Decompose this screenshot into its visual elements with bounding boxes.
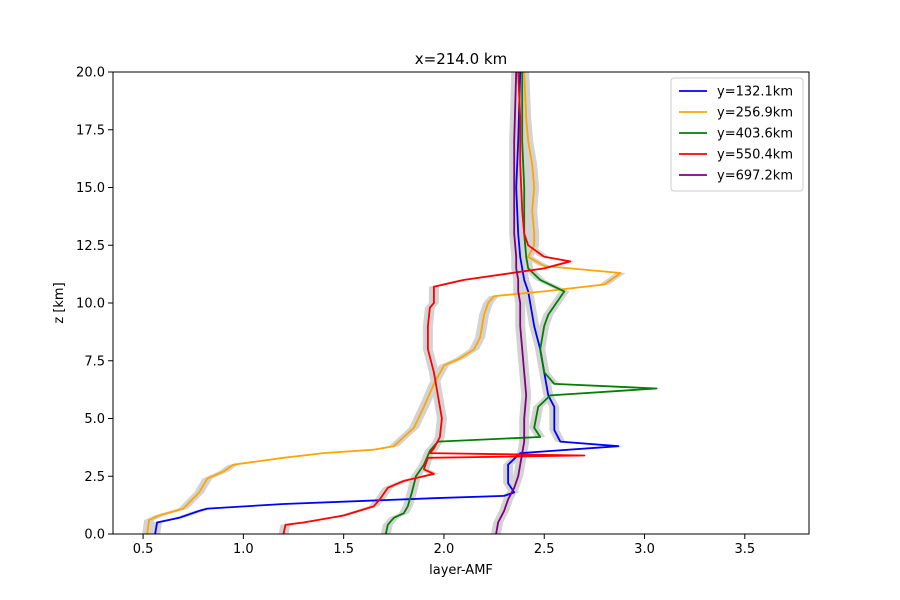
x-tick-label: 1.5 [333, 542, 354, 557]
legend-entry-label: y=697.2km [717, 169, 793, 184]
x-tick-label: 3.0 [634, 542, 655, 557]
chart-title: x=214.0 km [415, 50, 507, 68]
x-tick-label: 2.0 [434, 542, 455, 557]
y-axis-ticks: 0.0 2.5 5.0 7.5 10.0 12.5 15.0 17.5 20.0 [76, 66, 113, 543]
uncertainty-band [150, 72, 624, 534]
legend-entry-label: y=132.1km [717, 85, 793, 100]
y-tick-label: 0.0 [84, 528, 105, 543]
y-tick-label: 17.5 [76, 123, 105, 138]
series-line [154, 71, 620, 535]
y-tick-label: 12.5 [76, 239, 105, 254]
series-line [282, 71, 586, 535]
x-tick-label: 0.5 [133, 542, 154, 557]
legend-entry-label: y=256.9km [717, 106, 793, 121]
y-tick-label: 15.0 [76, 181, 105, 196]
legend-entry-label: y=403.6km [717, 127, 793, 142]
x-axis-ticks: 0.5 1.0 1.5 2.0 2.5 3.0 3.5 [133, 534, 755, 557]
y-tick-label: 5.0 [84, 412, 105, 427]
x-tick-label: 3.5 [734, 542, 755, 557]
y-tick-label: 7.5 [84, 354, 105, 369]
legend-entry-label: y=550.4km [717, 148, 793, 163]
series-line [384, 72, 658, 535]
y-tick-label: 20.0 [76, 66, 105, 81]
y-tick-label: 2.5 [84, 470, 105, 485]
y-axis-label: z [km] [52, 282, 67, 323]
y-tick-label: 10.0 [76, 297, 105, 312]
x-tick-label: 1.0 [233, 542, 254, 557]
series-line [146, 71, 622, 535]
series-line [495, 71, 528, 535]
x-tick-label: 2.5 [534, 542, 555, 557]
x-axis-label: layer-AMF [429, 563, 493, 578]
legend-box [670, 77, 804, 192]
legend: y=132.1km y=256.9km y=403.6km y=550.4km y=69… [670, 77, 804, 192]
uncertainty-band [491, 72, 532, 534]
series-lines [146, 71, 658, 535]
